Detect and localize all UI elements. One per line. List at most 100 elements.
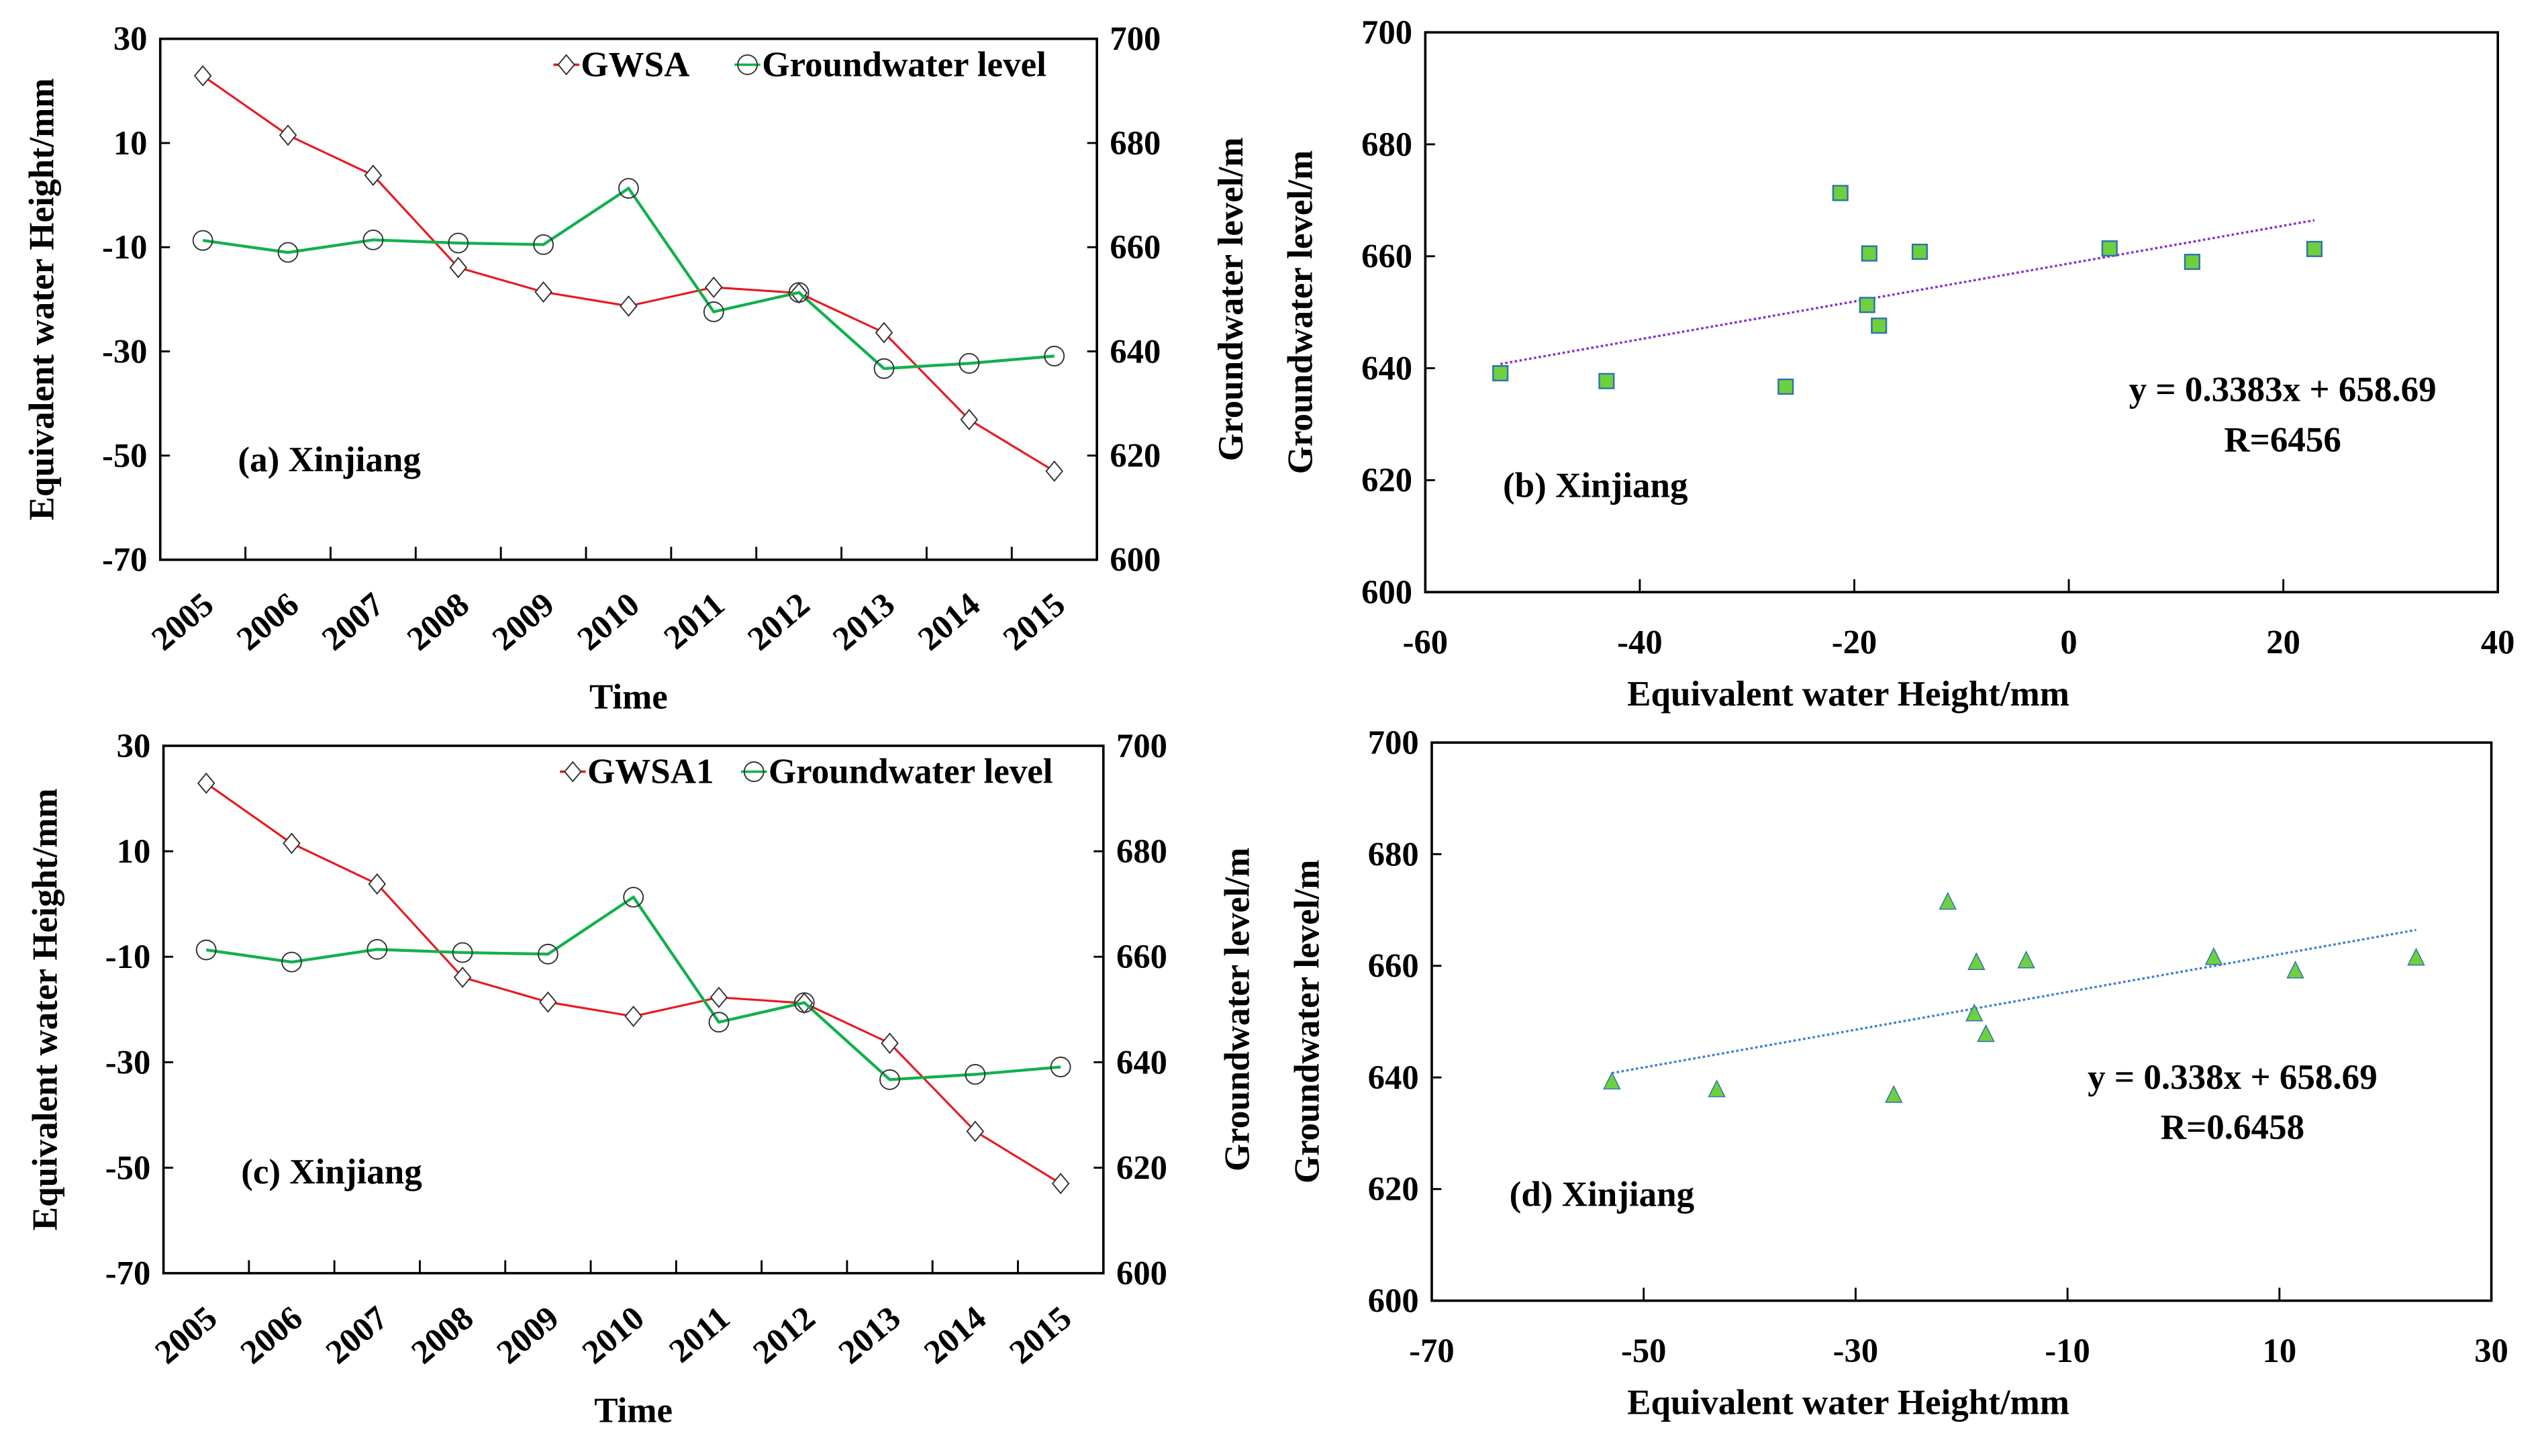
panel-label: (d) Xinjiang [1510,1175,1694,1214]
data-point [620,295,638,317]
data-point [1603,1071,1621,1089]
data-point [703,301,724,322]
x-tick-label: 2006 [230,585,306,658]
y2-tick-label: 640 [1116,1043,1167,1081]
data-point [960,409,979,431]
y-tick-label: -10 [105,938,150,975]
y-tick-label: -50 [105,1149,150,1186]
y-tick-label: -50 [102,437,147,475]
x-tick-label: -10 [2045,1332,2090,1369]
data-point [368,873,387,895]
data-point [2286,961,2304,979]
x-tick-label: 2010 [575,1298,651,1371]
y2-tick-label: 680 [1116,832,1167,870]
x-tick-label: 40 [2481,624,2515,661]
data-point [1708,1079,1726,1098]
y-tick-label: 10 [117,832,151,870]
data-point [2204,947,2223,965]
chart-panel-c: 30 10 -10 -30 -50 -70 Equivalent water Height/… [26,727,1257,1430]
legend-label: GWSA [581,45,689,84]
y2-tick-label: 600 [1110,541,1161,579]
plot-frame [162,744,1105,1275]
data-point [1939,891,1957,910]
data-point [452,942,473,963]
y-tick-label: -30 [105,1043,150,1081]
data-point [1051,1173,1070,1195]
data-point [283,832,301,855]
y2-tick-label: 620 [1110,437,1161,475]
data-point [1598,373,1615,389]
data-point [537,943,558,965]
data-point [1832,185,1849,201]
y2-tick-label: 640 [1110,332,1161,370]
y2-tick-label: 700 [1116,727,1167,765]
x-tick-label: 20 [2266,624,2300,661]
legend-marker [563,761,582,783]
y-tick-label: 600 [1368,1282,1419,1320]
y-tick-label: -70 [102,541,147,579]
y-tick-label: 600 [1361,573,1412,611]
series-line-gwsa [202,75,1055,473]
chart-panel-d: 700 680 660 640 620 600 Groundwater level/m (d)… [1287,724,2508,1422]
legend: GWSA1 Groundwater level [560,752,1053,791]
data-point [881,1032,899,1055]
data-point [623,887,644,908]
y-tick-label: 30 [113,20,148,58]
legend: GWSA Groundwater level [553,45,1046,84]
x-axis-label: Equivalent water Height/mm [1627,675,2069,714]
data-point [453,966,472,988]
data-point [1044,346,1065,367]
data-point [875,322,893,344]
trend-line [1612,928,2416,1075]
x-tick-label: 2012 [740,585,817,658]
data-point [367,938,388,960]
y-tick-label: 660 [1361,238,1412,275]
data-point [966,1120,985,1143]
plot-frame [158,38,1098,561]
data-point [618,178,639,199]
data-point [195,939,217,961]
x-tick-label: 2007 [315,585,391,658]
y-tick-label: 10 [113,124,148,162]
data-point [2017,951,2035,969]
data-point [364,164,383,187]
y-tick-label: -30 [102,332,147,370]
x-tick-label: -20 [1832,624,1877,661]
x-tick-label: 2013 [831,1298,908,1371]
x-tick-label: -60 [1403,624,1448,661]
y-tick-label: 640 [1361,349,1412,387]
x-tick-label: 2007 [319,1298,395,1371]
y2-tick-label: 660 [1110,228,1161,266]
x-tick-label: 30 [2474,1332,2508,1369]
y-axis-label: Groundwater level/m [1281,150,1320,475]
data-point [965,1064,986,1085]
data-point [449,256,468,279]
data-point [1492,365,1509,382]
y2-axis-label: Groundwater level/m [1212,138,1251,461]
x-tick-label: 0 [2060,624,2077,661]
x-tick-label: 10 [2263,1332,2297,1369]
data-point [2407,947,2425,966]
legend-marker [737,54,758,75]
legend-label: GWSA1 [587,752,714,791]
data-point [539,991,557,1013]
x-tick-label: 2005 [148,1298,224,1371]
correlation-label: R=0.6458 [2161,1108,2304,1147]
data-point [281,951,302,973]
y2-tick-label: 620 [1116,1149,1167,1186]
x-tick-label: 2006 [233,1298,309,1371]
x-tick-label: 2009 [489,1298,566,1371]
data-point [708,1012,730,1033]
x-tick-label: 2009 [485,585,561,658]
y-tick-label: -10 [102,228,147,266]
y-tick-label: 700 [1361,13,1412,51]
panel-label: (c) Xinjiang [241,1153,422,1192]
legend-label: Groundwater level [762,45,1046,84]
data-point [2101,240,2118,257]
trend-equation: y = 0.338x + 658.69 [2088,1058,2378,1097]
x-tick-label: 2008 [400,585,477,658]
plot-frame [1424,31,2499,593]
data-point [448,232,469,254]
data-point [788,282,810,303]
